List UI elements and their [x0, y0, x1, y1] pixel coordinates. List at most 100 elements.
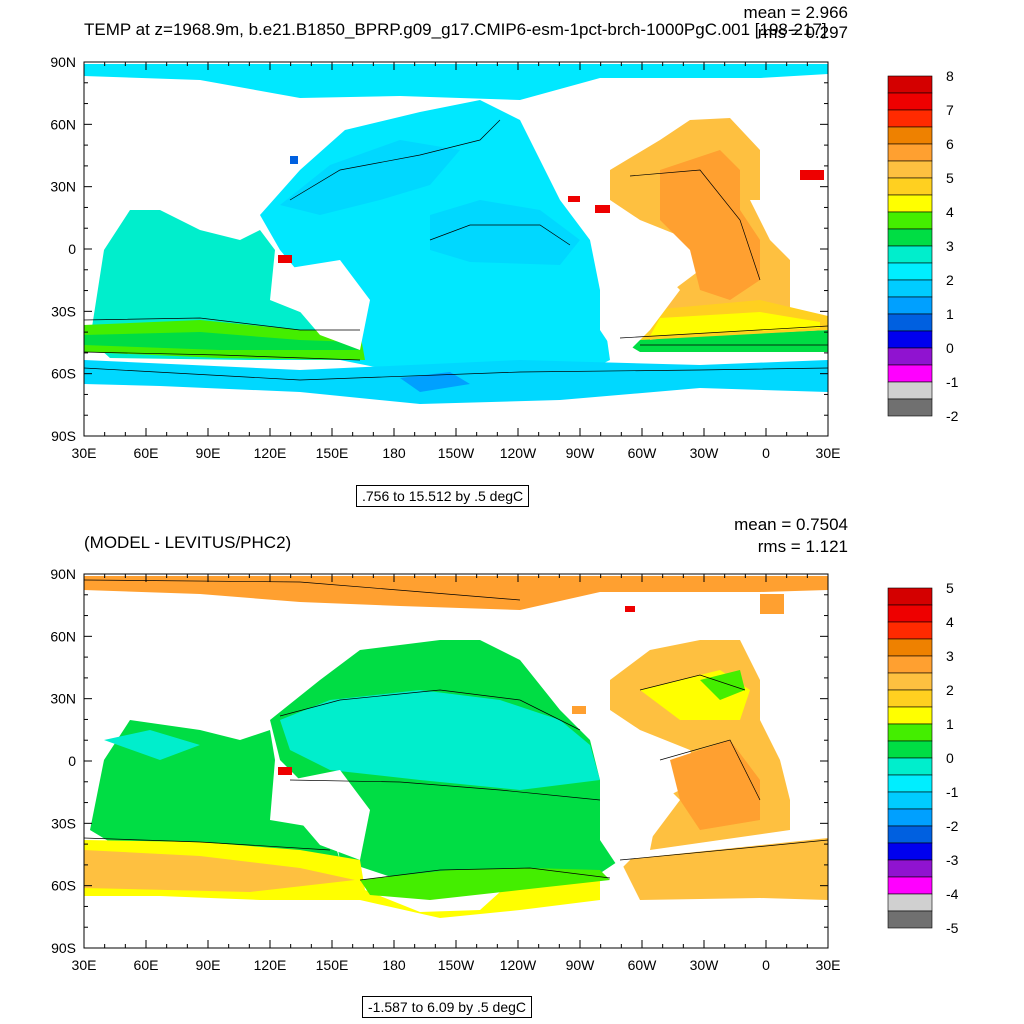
lat-tick-label-p2: 0 [68, 753, 76, 769]
colorbar-swatch-p2 [887, 774, 933, 793]
lat-tick-label-p1: 60N [50, 116, 76, 132]
lon-tick-label-p2: 120E [254, 957, 287, 973]
lat-tick-label-p1: 60S [51, 366, 76, 382]
lon-tick-label-p2: 120W [500, 957, 537, 973]
panel2-atlantic-south [620, 838, 828, 900]
colorbar-swatch-p1 [887, 75, 933, 94]
colorbar-swatch-p2 [887, 808, 933, 827]
panel2-rms: rms = 1.121 [757, 537, 848, 556]
colorbar-swatch-p1 [887, 262, 933, 281]
panel2-land-southamerica [600, 765, 680, 870]
colorbar-swatch-p2 [887, 791, 933, 810]
colorbar-label-p1: 5 [946, 170, 954, 186]
panel2-contour-info: -1.587 to 6.09 by .5 degC [362, 996, 532, 1018]
lat-tick-label-p1: 30S [51, 303, 76, 319]
colorbar-swatch-p2 [887, 638, 933, 657]
colorbar-swatch-p2 [887, 910, 933, 929]
colorbar-label-p1: 7 [946, 102, 954, 118]
colorbar-swatch-p1 [887, 347, 933, 366]
lon-tick-label-p1: 90W [566, 445, 596, 461]
lon-tick-label-p1: 120W [500, 445, 537, 461]
lon-tick-label-p2: 0 [762, 957, 770, 973]
colorbar-label-p1: 0 [946, 340, 954, 356]
lat-tick-label-p1: 90S [51, 428, 76, 444]
colorbar-swatch-p1 [887, 381, 933, 400]
lat-tick-label-p2: 60S [51, 878, 76, 894]
colorbar-swatch-p2 [887, 757, 933, 776]
lon-tick-label-p1: 180 [382, 445, 406, 461]
lon-tick-label-p2: 180 [382, 957, 406, 973]
colorbar-swatch-p2 [887, 859, 933, 878]
panel1-pacific-north [280, 140, 460, 215]
colorbar-swatch-p1 [887, 143, 933, 162]
colorbar-swatch-p2 [887, 672, 933, 691]
colorbar-swatch-p1 [887, 177, 933, 196]
lon-tick-label-p1: 120E [254, 445, 287, 461]
panel1-rms: rms = 0.297 [757, 23, 848, 42]
colorbars: 8 7 6 5 4 3 2 1 0 -1 -2 5 4 3 2 1 0 -1 -2 -3 -4 -5 [887, 68, 959, 936]
colorbar-label-p2: -2 [946, 818, 959, 834]
lon-tick-label-p2: 60E [134, 957, 159, 973]
panel1-map [83, 61, 829, 437]
panel1-land-africa-europe [750, 200, 810, 260]
colorbar-label-p1: 4 [946, 204, 954, 220]
colorbar-label-p1: 6 [946, 136, 954, 152]
lon-tick-label-p2: 60W [628, 957, 658, 973]
colorbar-swatch-p1 [887, 211, 933, 230]
lon-tick-label-p1: 30E [816, 445, 841, 461]
lon-tick-label-p1: 30E [72, 445, 97, 461]
panel2-arctic-ocean [84, 576, 828, 610]
colorbar-swatch-p2 [887, 621, 933, 640]
panel1-land-southamerica [600, 255, 680, 360]
lat-tick-label-p1: 90N [50, 54, 76, 70]
lat-tick-label-p2: 30N [50, 691, 76, 707]
colorbar-label-p1: -2 [946, 408, 959, 424]
lon-tick-label-p2: 30E [72, 957, 97, 973]
lon-tick-label-p2: 150W [438, 957, 475, 973]
lat-tick-label-p2: 90S [51, 940, 76, 956]
colorbar-swatch-p1 [887, 160, 933, 179]
lon-tick-label-p2: 30E [816, 957, 841, 973]
colorbar-label-p2: 3 [946, 648, 954, 664]
panel1-title: TEMP at z=1968.9m, b.e21.B1850_BPRP.g09_… [84, 20, 827, 39]
colorbar-swatch-p1 [887, 245, 933, 264]
colorbar-label-p2: -4 [946, 886, 959, 902]
lat-tick-label-p2: 30S [51, 815, 76, 831]
lon-tick-label-p2: 30W [690, 957, 720, 973]
colorbar-swatch-p2 [887, 655, 933, 674]
colorbar-swatch-p2 [887, 723, 933, 742]
colorbar-label-p2: 4 [946, 614, 954, 630]
colorbar-swatch-p2 [887, 740, 933, 759]
colorbar-label-p2: 5 [946, 580, 954, 596]
colorbar-swatch-p2 [887, 842, 933, 861]
colorbar-swatch-p2 [887, 706, 933, 725]
lon-tick-label-p1: 0 [762, 445, 770, 461]
panel2-mean: mean = 0.7504 [734, 515, 848, 534]
lat-tick-label-p1: 0 [68, 241, 76, 257]
colorbar-label-p2: -3 [946, 852, 959, 868]
colorbar-swatch-p1 [887, 126, 933, 145]
colorbar-swatch-p2 [887, 893, 933, 912]
panel2-land-australia [290, 770, 370, 860]
colorbar-swatch-p1 [887, 296, 933, 315]
colorbar-label-p2: -1 [946, 784, 959, 800]
lon-tick-label-p1: 90E [196, 445, 221, 461]
lon-tick-label-p1: 150E [316, 445, 349, 461]
colorbar-label-p1: 2 [946, 272, 954, 288]
colorbar-swatch-p1 [887, 228, 933, 247]
lon-tick-label-p1: 150W [438, 445, 475, 461]
colorbar-swatch-p1 [887, 279, 933, 298]
lon-tick-label-p2: 90W [566, 957, 596, 973]
panel2-title: (MODEL - LEVITUS/PHC2) [84, 533, 292, 552]
lon-tick-label-p2: 150E [316, 957, 349, 973]
colorbar-swatch-p2 [887, 689, 933, 708]
colorbar-swatch-p1 [887, 313, 933, 332]
colorbar-swatch-p2 [887, 825, 933, 844]
colorbar-swatch-p1 [887, 92, 933, 111]
lon-tick-label-p1: 60E [134, 445, 159, 461]
colorbar-swatch-p1 [887, 194, 933, 213]
colorbar-swatch-p2 [887, 604, 933, 623]
lon-tick-label-p1: 30W [690, 445, 720, 461]
